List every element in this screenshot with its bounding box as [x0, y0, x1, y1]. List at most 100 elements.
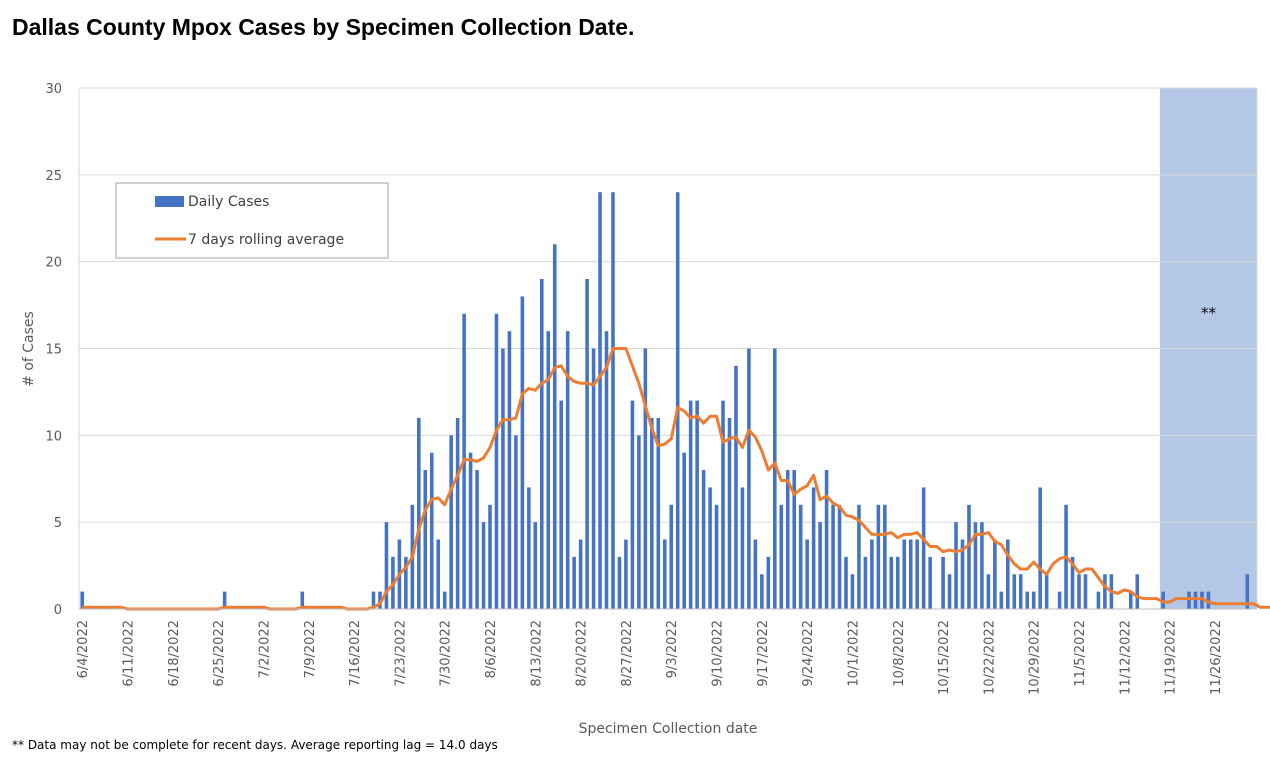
daily-case-bar [611, 192, 615, 609]
daily-case-bar [429, 452, 434, 609]
x-tick-label: 9/10/2022 [711, 620, 726, 687]
daily-case-bar [915, 539, 919, 609]
daily-case-bar [734, 365, 738, 609]
daily-case-bar [889, 556, 894, 609]
daily-case-bar [378, 591, 382, 609]
daily-case-bar [1161, 591, 1165, 609]
x-tick-label: 8/20/2022 [575, 620, 590, 687]
daily-case-bar [902, 539, 907, 609]
x-tick-label: 10/15/2022 [937, 620, 952, 695]
daily-case-bar [986, 574, 991, 609]
daily-case-bar [993, 539, 997, 609]
daily-case-bar [708, 487, 712, 609]
daily-case-bar [682, 452, 686, 609]
daily-case-bar [1044, 574, 1049, 609]
daily-case-bar [637, 435, 641, 609]
daily-case-bar [766, 556, 771, 609]
legend-swatch-daily-cases [155, 196, 184, 207]
daily-case-bar [954, 522, 958, 609]
x-tick-label: 7/9/2022 [303, 620, 318, 678]
x-tick-label: 7/16/2022 [348, 620, 363, 687]
daily-case-bar [565, 331, 570, 609]
daily-case-bar [300, 591, 305, 609]
daily-case-bar [870, 539, 874, 609]
daily-case-bar [404, 556, 408, 609]
y-tick-label: 0 [54, 603, 62, 618]
daily-case-bar [824, 470, 829, 609]
daily-case-bar [468, 452, 473, 609]
y-axis-title: # of Cases [21, 311, 37, 387]
daily-case-bar [1077, 574, 1081, 609]
daily-case-bar [1206, 591, 1211, 609]
daily-case-bar [371, 591, 376, 609]
legend-box [115, 182, 389, 259]
daily-case-bar [423, 470, 428, 609]
daily-case-bar [604, 331, 609, 609]
daily-case-bar [857, 504, 861, 609]
x-tick-label: 9/17/2022 [756, 620, 771, 687]
daily-case-bar [714, 504, 719, 609]
daily-case-bar [967, 504, 971, 609]
daily-case-bar [1096, 591, 1101, 609]
daily-case-bar [928, 556, 932, 609]
daily-case-bar [695, 400, 699, 609]
x-tick-label: 7/2/2022 [257, 620, 272, 678]
x-tick-label: 9/3/2022 [665, 620, 680, 678]
y-tick-label: 30 [45, 82, 62, 97]
x-tick-label: 10/8/2022 [892, 620, 907, 687]
daily-case-bar [921, 487, 926, 609]
daily-case-bar [624, 539, 628, 609]
x-tick-label: 11/5/2022 [1073, 620, 1088, 687]
daily-case-bar [559, 400, 563, 609]
x-tick-label: 6/4/2022 [76, 620, 91, 678]
x-tick-label: 7/30/2022 [439, 620, 454, 687]
daily-case-bar [779, 504, 784, 609]
daily-case-bar [1012, 574, 1017, 609]
shaded-region-label: ** [1201, 304, 1217, 322]
daily-case-bar [753, 539, 758, 609]
x-tick-label: 11/19/2022 [1164, 620, 1179, 695]
daily-case-bar [650, 417, 654, 609]
daily-case-bar [507, 331, 512, 609]
daily-case-bar [760, 574, 764, 609]
daily-case-bar [520, 296, 525, 609]
daily-case-bar [662, 539, 667, 609]
daily-case-bar [1135, 574, 1140, 609]
daily-case-bar [1018, 574, 1023, 609]
daily-case-bar [1006, 539, 1010, 609]
daily-case-bar [960, 539, 965, 609]
y-tick-label: 5 [54, 516, 62, 531]
daily-case-bar [798, 504, 803, 609]
daily-case-bar [727, 417, 732, 609]
daily-case-bar [585, 279, 589, 609]
daily-case-bar [831, 504, 835, 609]
daily-case-bar [1129, 591, 1133, 609]
daily-case-bar [675, 192, 680, 609]
daily-case-bar [980, 522, 984, 609]
daily-case-bar [1031, 591, 1036, 609]
daily-case-bar [630, 400, 635, 609]
daily-case-bar [1070, 556, 1075, 609]
daily-case-bar [837, 504, 842, 609]
daily-case-bar [527, 487, 531, 609]
y-tick-label: 25 [45, 169, 62, 184]
daily-case-bar [475, 470, 479, 609]
daily-case-bar [514, 435, 518, 609]
daily-case-bar [222, 591, 227, 609]
daily-case-bar [417, 417, 421, 609]
daily-case-bar [701, 470, 706, 609]
x-tick-label: 11/26/2022 [1209, 620, 1224, 695]
daily-case-bar [546, 331, 551, 609]
daily-case-bar [973, 522, 978, 609]
x-tick-label: 7/23/2022 [393, 620, 408, 687]
daily-case-bar [1025, 591, 1030, 609]
x-tick-label: 8/13/2022 [529, 620, 544, 687]
daily-case-bar [656, 417, 661, 609]
daily-case-bar [501, 348, 505, 609]
daily-case-bar [818, 522, 822, 609]
daily-case-bar [1187, 591, 1191, 609]
x-tick-label: 8/6/2022 [484, 620, 499, 678]
daily-case-bar [785, 470, 790, 609]
gridlines [78, 87, 1258, 610]
